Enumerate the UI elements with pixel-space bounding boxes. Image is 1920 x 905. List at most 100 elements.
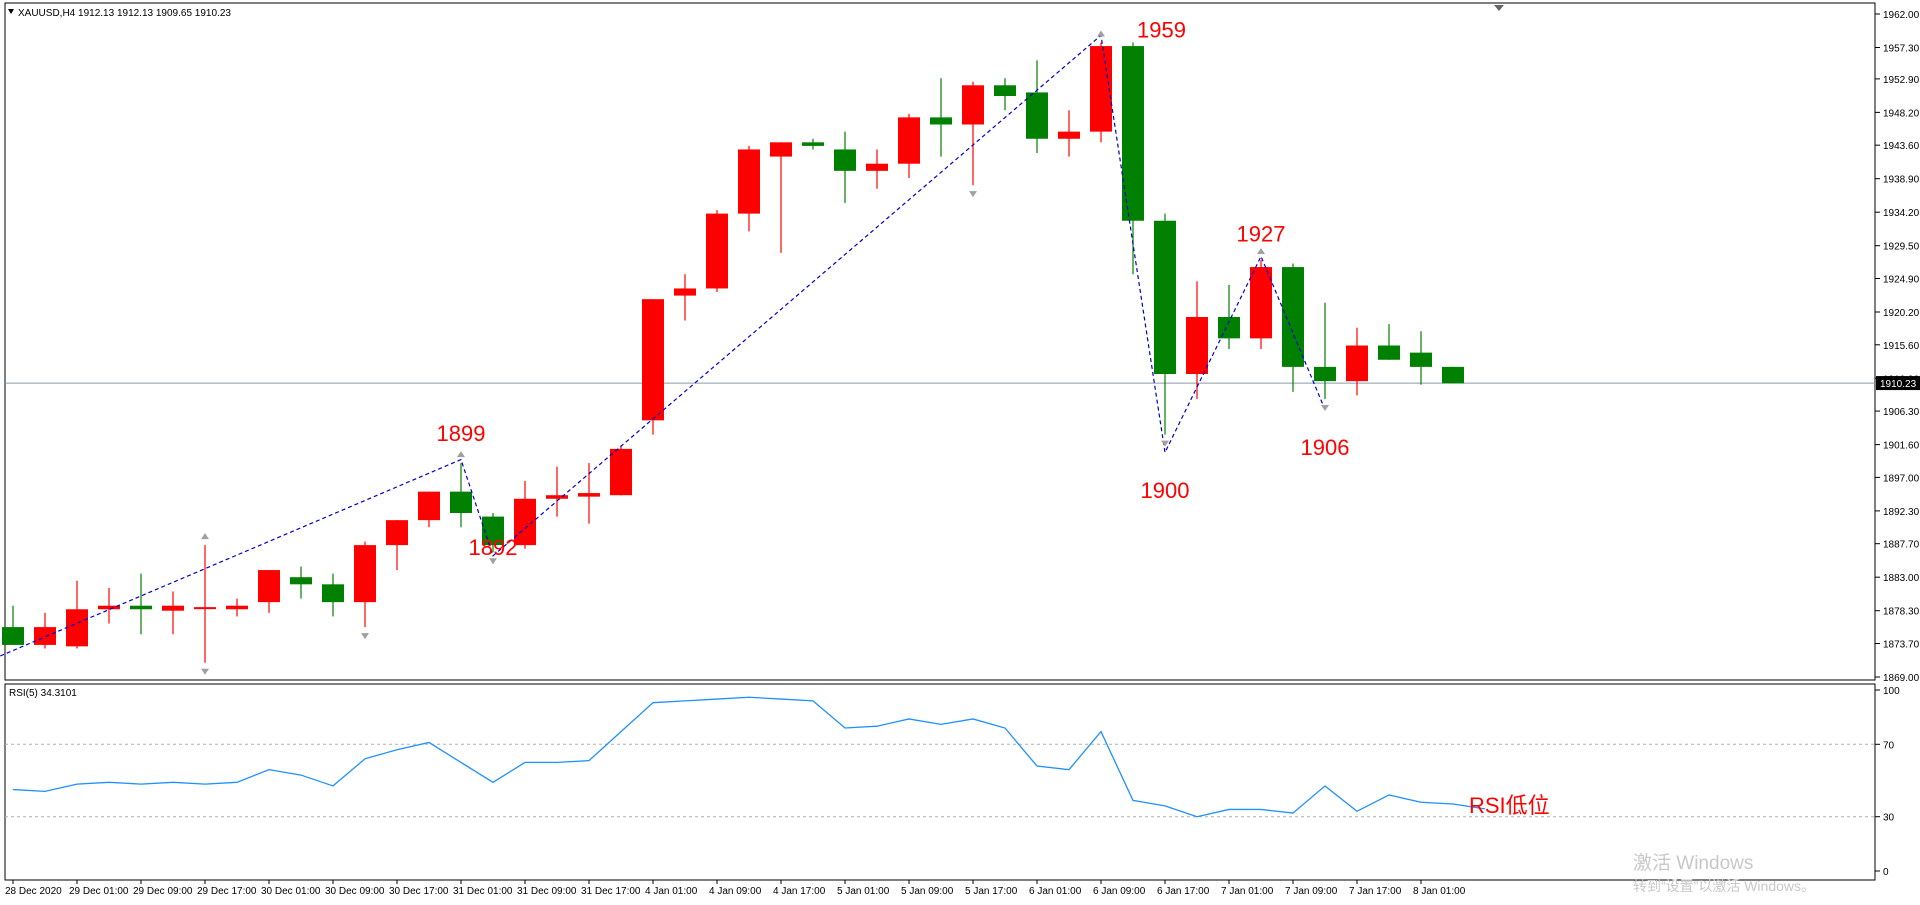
candle-body [994,85,1016,96]
candle-body [1410,352,1432,367]
candle-body [898,117,920,164]
candle-body [738,149,760,214]
candle-body [1122,46,1144,221]
candle-body [1154,220,1176,375]
fractal-down-icon [201,668,209,675]
main-panel-frame [4,2,1876,681]
scroll-marker-icon[interactable] [1494,5,1504,11]
candle-body [386,520,408,546]
candle [1250,259,1272,350]
candle [706,210,728,293]
pivot-label-1927: 1927 [1237,222,1286,247]
fractal-up-icon [457,451,465,458]
price-tick-label: 1878.30 [1883,607,1920,618]
candle [1122,42,1144,275]
candle-body [1186,316,1208,375]
price-tick-label: 1892.30 [1883,507,1920,518]
price-tick-label: 1938.90 [1883,175,1920,186]
dropdown-icon[interactable] [8,9,14,14]
rsi-tick-label: 100 [1883,686,1900,697]
candle-body [1442,366,1464,384]
candle-body [834,149,856,171]
rsi-tick-label: 70 [1883,740,1895,751]
candle [994,78,1016,111]
candle-body [130,605,152,610]
candle [546,466,568,517]
time-tick-label: 30 Dec 01:00 [261,886,321,897]
time-tick-label: 31 Dec 09:00 [517,886,577,897]
candle-body [1346,345,1368,382]
time-tick-label: 30 Dec 17:00 [389,886,449,897]
candle [1346,327,1368,396]
candle-body [1058,131,1080,139]
candle-body [674,288,696,296]
candle [930,78,952,157]
candle [962,81,984,186]
fractal-markers [201,30,1329,675]
candle [386,520,408,571]
price-tick-label: 1943.60 [1883,141,1920,152]
pivot-label-1906: 1906 [1301,435,1350,460]
candle [66,580,88,649]
time-tick-label: 6 Jan 01:00 [1029,886,1082,897]
fractal-down-icon [1161,440,1169,447]
pivot-label-1899: 1899 [437,421,486,446]
candle-body [194,607,216,610]
current-price-tag-label: 1910.23 [1880,379,1917,390]
price-tick-label: 1924.90 [1883,274,1920,285]
time-tick-label: 7 Jan 09:00 [1285,886,1338,897]
candle [1378,324,1400,360]
rsi-axis: 100 70 30 0 [1875,686,1900,878]
candle-body [930,117,952,125]
price-tick-label: 1883.00 [1883,573,1920,584]
time-axis: 28 Dec 2020 29 Dec 01:00 29 Dec 09:00 29 De… [5,880,1466,897]
price-tick-label: 1929.50 [1883,242,1920,253]
candle-body [66,609,88,647]
fractal-up-icon [201,533,209,540]
candle [418,491,440,528]
time-tick-label: 4 Jan 01:00 [645,886,698,897]
candle [194,545,216,663]
candle-body [226,605,248,610]
pivot-annotations: 1899 1892 1959 1900 1927 1906 [437,17,1350,560]
candle-body [1314,366,1336,382]
time-tick-label: 5 Jan 17:00 [965,886,1018,897]
candle [2,605,24,645]
candle-body [546,495,568,499]
candle-body [642,299,664,421]
candle-body [1218,316,1240,339]
pivot-label-1900: 1900 [1141,478,1190,503]
candle-body [514,498,536,546]
price-tick-label: 1962.00 [1883,10,1920,21]
candle [162,591,184,635]
time-tick-label: 31 Dec 01:00 [453,886,513,897]
candle-body [354,545,376,603]
candle [322,573,344,617]
candle-body [34,627,56,645]
price-tick-label: 1897.00 [1883,473,1920,484]
time-tick-label: 5 Jan 01:00 [837,886,890,897]
price-axis: 1962.00 1957.30 1952.90 1948.20 1943.60 1938.… [1875,10,1920,684]
price-tick-label: 1906.30 [1883,407,1920,418]
time-tick-label: 6 Jan 09:00 [1093,886,1146,897]
time-tick-label: 6 Jan 17:00 [1157,886,1210,897]
rsi-tick-label: 30 [1883,813,1895,824]
candle [1314,302,1336,399]
candle [354,541,376,628]
candle [1282,263,1304,392]
fractal-down-icon [1321,404,1329,411]
candle [898,113,920,178]
time-tick-label: 5 Jan 09:00 [901,886,954,897]
time-tick-label: 28 Dec 2020 [5,886,62,897]
watermark-line1: 激活 Windows [1633,852,1753,874]
time-tick-label: 4 Jan 09:00 [709,886,762,897]
candle [290,566,312,599]
price-tick-label: 1920.20 [1883,308,1920,319]
fractal-down-icon [969,191,977,198]
candle-body [1282,267,1304,367]
price-tick-label: 1873.70 [1883,639,1920,650]
rsi-annotation: RSI低位 [1469,793,1550,818]
candle [866,149,888,189]
candle [674,274,696,321]
candle [226,598,248,617]
